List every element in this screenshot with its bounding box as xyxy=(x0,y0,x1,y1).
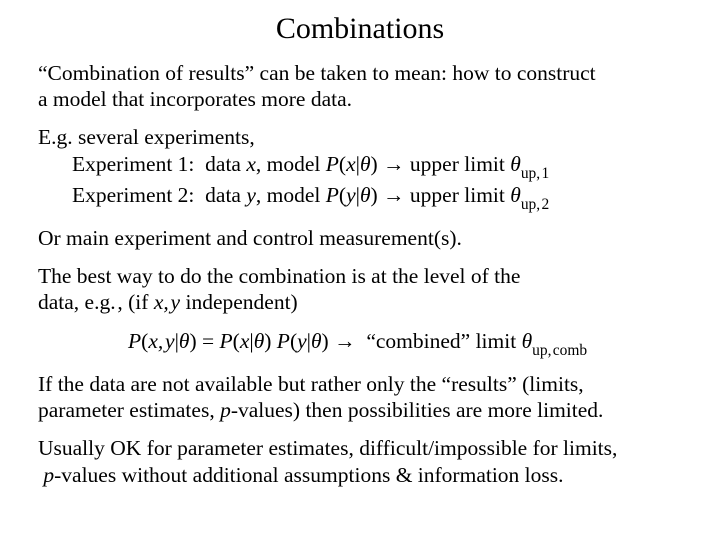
text: = xyxy=(197,329,220,353)
text: If the data are not available but rather… xyxy=(38,372,584,396)
var-x: x xyxy=(240,329,250,353)
var-theta: θ xyxy=(360,183,371,207)
text: Usually OK for parameter estimates, diff… xyxy=(38,436,617,460)
func-P: P xyxy=(326,183,339,207)
text: ) xyxy=(322,329,329,353)
intro-paragraph: “Combination of results” can be taken to… xyxy=(38,60,682,112)
best-way-paragraph: The best way to do the combination is at… xyxy=(38,263,682,315)
text: Experiment 1: data xyxy=(72,152,246,176)
text: → upper limit xyxy=(378,152,511,176)
var-x: x xyxy=(246,152,256,176)
page-title: Combinations xyxy=(38,12,682,46)
var-xy: x, y xyxy=(148,329,174,353)
text: ) xyxy=(371,152,378,176)
text: independent) xyxy=(180,290,298,314)
var-y: y xyxy=(246,183,256,207)
text: , model xyxy=(256,152,326,176)
var-theta: θ xyxy=(311,329,322,353)
var-p: p xyxy=(43,463,54,487)
var-theta: θ xyxy=(179,329,190,353)
var-y: y xyxy=(346,183,356,207)
text: -values without additional assumptions &… xyxy=(54,463,563,487)
var-xy: x, y xyxy=(154,290,180,314)
text: The best way to do the combination is at… xyxy=(38,264,520,288)
if-data-paragraph: If the data are not available but rather… xyxy=(38,371,682,423)
var-x: x xyxy=(346,152,356,176)
func-P: P xyxy=(128,329,141,353)
func-P: P xyxy=(277,329,290,353)
var-theta: θ xyxy=(510,183,521,207)
experiment-2-line: Experiment 2: data y, model P(y|θ) → upp… xyxy=(38,183,549,207)
text: ) xyxy=(189,329,196,353)
text: ( xyxy=(233,329,240,353)
text: → upper limit xyxy=(378,183,511,207)
var-theta: θ xyxy=(522,329,533,353)
var-theta: θ xyxy=(254,329,265,353)
subscript: up, 2 xyxy=(521,196,549,213)
usually-ok-paragraph: Usually OK for parameter estimates, diff… xyxy=(38,435,682,487)
text: parameter estimates, xyxy=(38,398,220,422)
text: , model xyxy=(256,183,326,207)
or-paragraph: Or main experiment and control measureme… xyxy=(38,225,682,251)
text: -values) then possibilities are more lim… xyxy=(231,398,604,422)
text: Experiment 2: data xyxy=(72,183,246,207)
text: “Combination of results” can be taken to… xyxy=(38,61,596,85)
text: → “combined” limit xyxy=(329,329,522,353)
var-y: y xyxy=(297,329,307,353)
subscript: up, 1 xyxy=(521,165,549,182)
experiment-1-line: Experiment 1: data x, model P(x|θ) → upp… xyxy=(38,152,549,176)
experiments-block: E.g. several experiments, Experiment 1: … xyxy=(38,124,682,213)
var-theta: θ xyxy=(360,152,371,176)
text: E.g. several experiments, xyxy=(38,125,255,149)
text: ( xyxy=(339,152,346,176)
text: data, e.g. , (if xyxy=(38,290,154,314)
equation-line: P(x, y|θ) = P(x|θ) P(y|θ) → “combined” l… xyxy=(38,328,682,359)
func-P: P xyxy=(326,152,339,176)
subscript: up, comb xyxy=(532,342,587,359)
var-p: p xyxy=(220,398,231,422)
func-P: P xyxy=(220,329,233,353)
text: a model that incorporates more data. xyxy=(38,87,352,111)
var-theta: θ xyxy=(510,152,521,176)
text: ) xyxy=(371,183,378,207)
text: Or main experiment and control measureme… xyxy=(38,226,462,250)
text: ( xyxy=(339,183,346,207)
